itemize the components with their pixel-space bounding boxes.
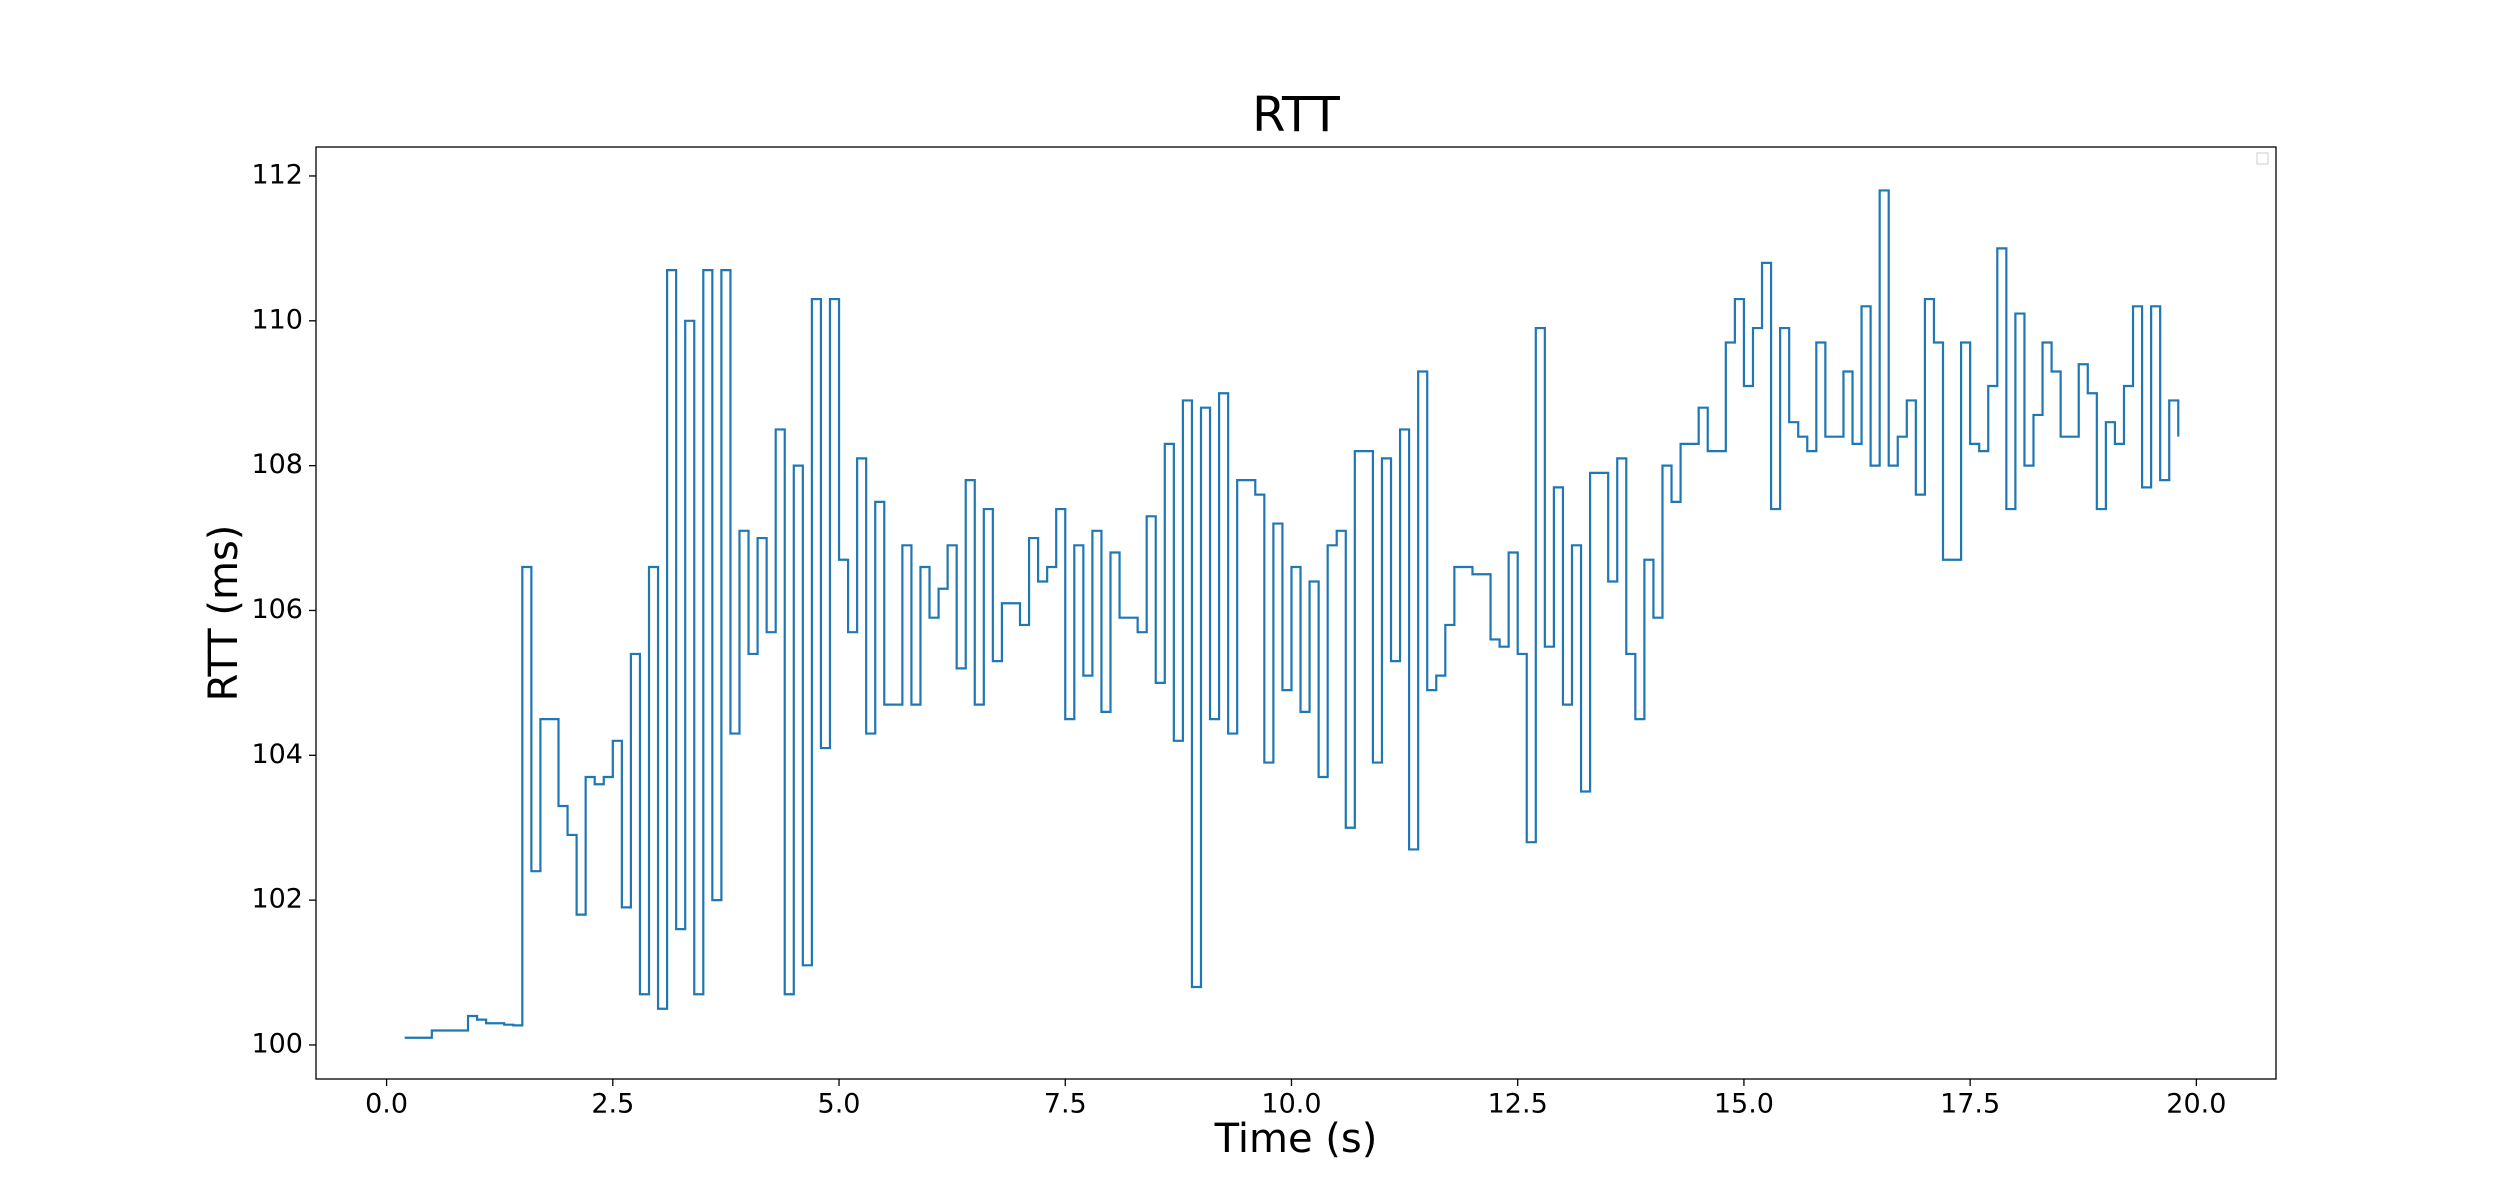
x-tick-label: 20.0: [2166, 1089, 2226, 1120]
y-tick-label: 102: [251, 884, 303, 915]
y-tick-label: 100: [251, 1028, 303, 1059]
y-tick-label: 106: [251, 594, 303, 625]
x-tick-label: 2.5: [591, 1089, 634, 1120]
plot-frame: [315, 146, 2277, 1080]
x-axis-label: Time (s): [1214, 1116, 1378, 1162]
y-tick-label: 104: [251, 739, 303, 770]
x-tick-label: 0.0: [365, 1089, 408, 1120]
chart-title: RTT: [1252, 87, 1340, 143]
x-tick-label: 15.0: [1714, 1089, 1774, 1120]
step-line: [404, 189, 2180, 1039]
y-tick-label: 110: [251, 304, 303, 335]
x-tick-label: 5.0: [818, 1089, 861, 1120]
y-axis-label: RTT (ms): [201, 525, 247, 702]
y-tick-label: 112: [251, 159, 303, 190]
x-tick-label: 17.5: [1940, 1089, 2000, 1120]
y-tick-label: 108: [251, 449, 303, 480]
x-tick-label: 7.5: [1044, 1089, 1087, 1120]
x-tick-label: 12.5: [1488, 1089, 1548, 1120]
legend-box: [2256, 152, 2269, 165]
x-tick-label: 10.0: [1261, 1089, 1321, 1120]
